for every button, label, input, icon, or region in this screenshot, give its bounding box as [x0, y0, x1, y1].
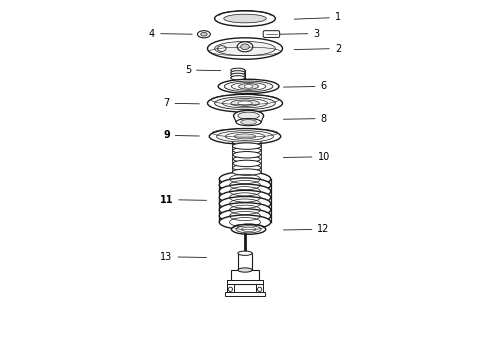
- Ellipse shape: [215, 11, 275, 26]
- Ellipse shape: [238, 101, 252, 105]
- Polygon shape: [234, 116, 264, 122]
- Ellipse shape: [220, 197, 270, 211]
- Ellipse shape: [220, 190, 270, 204]
- Ellipse shape: [197, 31, 210, 38]
- Ellipse shape: [201, 32, 207, 36]
- Ellipse shape: [238, 251, 252, 255]
- Ellipse shape: [231, 76, 245, 80]
- Ellipse shape: [233, 160, 261, 167]
- Ellipse shape: [241, 120, 256, 125]
- Bar: [227, 280, 263, 284]
- Text: 7: 7: [163, 98, 199, 108]
- Bar: [256, 280, 263, 293]
- Ellipse shape: [218, 46, 226, 51]
- Ellipse shape: [222, 99, 268, 108]
- FancyBboxPatch shape: [263, 31, 280, 37]
- Text: 13: 13: [160, 252, 206, 262]
- Ellipse shape: [238, 112, 259, 119]
- Text: 8: 8: [284, 113, 327, 123]
- Ellipse shape: [207, 38, 283, 59]
- Ellipse shape: [232, 139, 262, 145]
- Ellipse shape: [233, 156, 260, 162]
- Ellipse shape: [258, 287, 262, 292]
- Ellipse shape: [215, 97, 275, 110]
- Text: 3: 3: [280, 28, 319, 39]
- Ellipse shape: [238, 268, 252, 272]
- Text: 5: 5: [185, 65, 221, 75]
- Ellipse shape: [242, 227, 256, 231]
- Ellipse shape: [231, 224, 266, 234]
- Ellipse shape: [231, 71, 245, 75]
- Bar: [227, 280, 234, 293]
- Ellipse shape: [209, 129, 281, 144]
- Ellipse shape: [217, 131, 273, 142]
- Ellipse shape: [231, 68, 245, 72]
- Ellipse shape: [225, 132, 265, 140]
- Bar: [225, 292, 265, 296]
- Ellipse shape: [231, 73, 245, 77]
- Ellipse shape: [245, 85, 253, 88]
- Ellipse shape: [220, 172, 270, 186]
- Ellipse shape: [215, 41, 275, 56]
- Ellipse shape: [220, 203, 270, 217]
- Ellipse shape: [241, 44, 249, 50]
- Ellipse shape: [220, 215, 270, 229]
- Text: 9: 9: [163, 130, 199, 140]
- Text: 2: 2: [294, 44, 341, 54]
- Text: 4: 4: [149, 28, 192, 39]
- Ellipse shape: [220, 184, 270, 198]
- Ellipse shape: [233, 165, 261, 171]
- Text: 12: 12: [284, 224, 330, 234]
- Ellipse shape: [236, 118, 261, 126]
- Ellipse shape: [234, 111, 264, 121]
- Ellipse shape: [220, 209, 270, 223]
- Text: 11: 11: [160, 195, 206, 204]
- Ellipse shape: [231, 100, 259, 107]
- Ellipse shape: [224, 14, 266, 23]
- Ellipse shape: [239, 84, 259, 89]
- Bar: [231, 270, 259, 284]
- Ellipse shape: [237, 42, 253, 52]
- Ellipse shape: [232, 143, 261, 149]
- Ellipse shape: [220, 178, 270, 192]
- Ellipse shape: [207, 94, 283, 112]
- Ellipse shape: [234, 134, 256, 139]
- Ellipse shape: [224, 81, 273, 92]
- Text: 10: 10: [284, 152, 330, 162]
- Bar: [238, 253, 252, 270]
- Ellipse shape: [232, 169, 261, 175]
- Ellipse shape: [231, 82, 266, 90]
- Ellipse shape: [233, 147, 261, 154]
- Ellipse shape: [236, 226, 261, 233]
- Ellipse shape: [228, 287, 232, 292]
- Ellipse shape: [233, 152, 261, 158]
- Ellipse shape: [218, 79, 279, 94]
- Text: 6: 6: [284, 81, 327, 91]
- Text: 1: 1: [294, 13, 341, 22]
